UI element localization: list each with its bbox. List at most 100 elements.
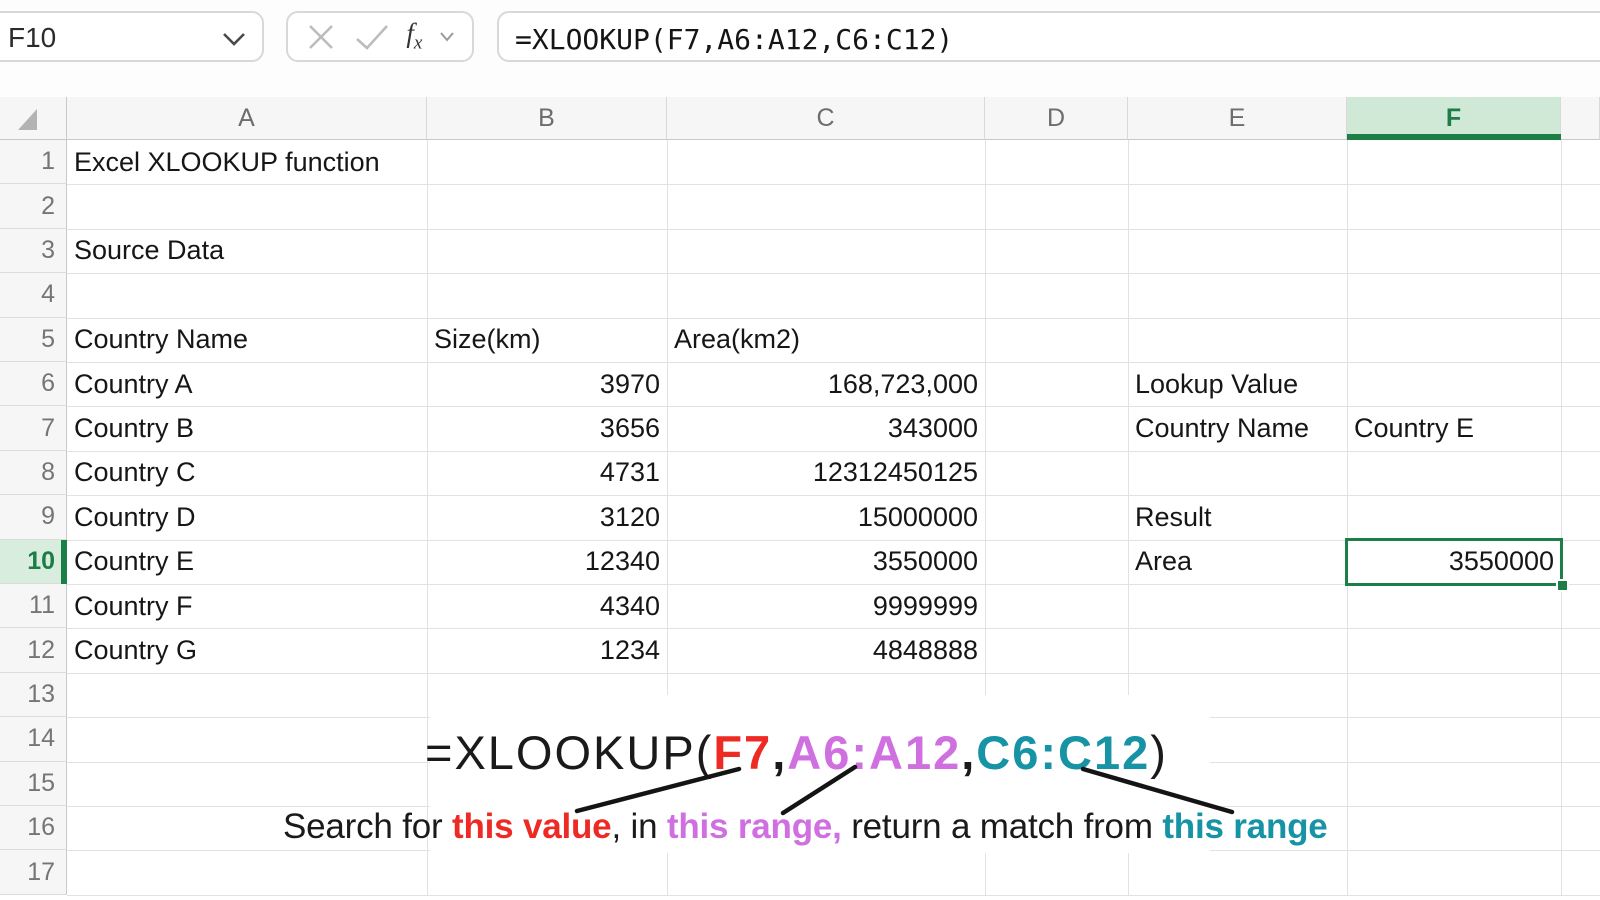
row-header-2[interactable]: 2 [0, 184, 67, 229]
cell-A5[interactable]: Country Name [74, 324, 249, 355]
column-header-D[interactable]: D [985, 97, 1128, 140]
gridline-horizontal [67, 450, 1600, 452]
gridline-vertical [667, 140, 668, 895]
formula-text: =XLOOKUP(F7,A6:A12,C6:C12) [515, 23, 954, 56]
annotation-text-part: , [772, 725, 788, 779]
gridline-horizontal [67, 584, 1600, 585]
annotation-text-part: this range [1162, 807, 1328, 846]
cell-C11[interactable]: 9999999 [872, 590, 978, 621]
row-header-3[interactable]: 3 [0, 228, 67, 274]
annotation-text-part: return a match from [841, 807, 1163, 846]
cell-B11[interactable]: 4340 [599, 590, 660, 621]
name-box-value: F10 [8, 22, 57, 53]
cancel-x-icon[interactable] [305, 21, 337, 53]
row-header-7[interactable]: 7 [0, 406, 67, 451]
column-header-B[interactable]: B [427, 97, 667, 140]
cell-A1[interactable]: Excel XLOOKUP function [74, 146, 380, 177]
selected-column-indicator [1347, 134, 1561, 140]
cell-C9[interactable]: 15000000 [857, 501, 978, 532]
chevron-down-icon[interactable] [222, 31, 246, 47]
cell-B12[interactable]: 1234 [599, 635, 660, 666]
gridline-horizontal [67, 228, 1600, 230]
gridline-horizontal [67, 362, 1600, 363]
annotation-text-part: , [961, 725, 977, 779]
cell-B9[interactable]: 3120 [599, 501, 660, 532]
row-header-4[interactable]: 4 [0, 273, 67, 318]
selected-cell-border [1345, 537, 1563, 586]
select-all-corner[interactable] [0, 97, 67, 140]
row-header-10[interactable]: 10 [0, 539, 67, 584]
formula-buttons: fx [286, 11, 474, 62]
column-header-C[interactable]: C [667, 97, 985, 140]
gridline-horizontal [67, 672, 1600, 674]
cell-B10[interactable]: 12340 [584, 546, 660, 577]
row-header-14[interactable]: 14 [0, 717, 67, 762]
annotation-text-part: , in [611, 807, 667, 846]
cell-A8[interactable]: Country C [74, 457, 196, 488]
cell-E10[interactable]: Area [1135, 546, 1193, 577]
annotation-text-part: F7 [713, 725, 773, 779]
row-header-13[interactable]: 13 [0, 672, 67, 718]
row-header-17[interactable]: 17 [0, 850, 67, 895]
column-header-A[interactable]: A [67, 97, 427, 140]
row-header-8[interactable]: 8 [0, 450, 67, 496]
row-header-1[interactable]: 1 [0, 140, 67, 185]
gridline-horizontal [67, 894, 1600, 896]
gridline-vertical [427, 140, 428, 895]
cell-A11[interactable]: Country F [74, 590, 193, 621]
formula-bar-strip: F10 fx =XLOOKUP(F7,A6:A12,C6:C12) [0, 0, 1600, 97]
gridline-horizontal [67, 495, 1600, 497]
annotation-text-part: A6:A12 [787, 725, 962, 779]
fill-handle[interactable] [1556, 579, 1569, 592]
cell-E9[interactable]: Result [1135, 501, 1212, 532]
row-header-6[interactable]: 6 [0, 362, 67, 407]
cell-C10[interactable]: 3550000 [872, 546, 978, 577]
cell-F7[interactable]: Country E [1354, 413, 1475, 444]
insert-function-fx-icon[interactable]: fx [406, 18, 423, 54]
formula-input[interactable]: =XLOOKUP(F7,A6:A12,C6:C12) [497, 11, 1600, 62]
annotation-text-part: =XLOOKUP( [425, 725, 714, 779]
column-header-F[interactable]: F [1347, 97, 1561, 140]
column-header-partial[interactable] [1561, 97, 1600, 140]
gridline-vertical [985, 140, 986, 895]
cell-C6[interactable]: 168,723,000 [827, 368, 978, 399]
row-header-5[interactable]: 5 [0, 317, 67, 362]
cell-A7[interactable]: Country B [74, 413, 195, 444]
annotation-text-part: this range, [666, 807, 842, 846]
cell-B6[interactable]: 3970 [599, 368, 660, 399]
selected-row-indicator [61, 539, 67, 584]
annotation-text-part: this value [452, 807, 612, 846]
checkmark-icon[interactable] [354, 22, 390, 52]
cell-A12[interactable]: Country G [74, 635, 198, 666]
cell-F10[interactable]: 3550000 [1448, 546, 1554, 577]
annotation-text-part: Search for [283, 807, 452, 846]
select-all-triangle-icon [18, 109, 37, 130]
cell-B8[interactable]: 4731 [599, 457, 660, 488]
row-header-16[interactable]: 16 [0, 806, 67, 851]
cell-A9[interactable]: Country D [74, 501, 196, 532]
cell-E7[interactable]: Country Name [1135, 413, 1310, 444]
cell-B5[interactable]: Size(km) [434, 324, 541, 355]
cell-C8[interactable]: 12312450125 [812, 457, 978, 488]
cell-C12[interactable]: 4848888 [872, 635, 978, 666]
row-header-9[interactable]: 9 [0, 495, 67, 540]
column-header-E[interactable]: E [1128, 97, 1347, 140]
cell-B7[interactable]: 3656 [599, 413, 660, 444]
row-header-12[interactable]: 12 [0, 628, 67, 673]
annotation-formula: =XLOOKUP(F7, A6:A12, C6:C12) [425, 722, 1168, 782]
cell-A6[interactable]: Country A [74, 368, 193, 399]
gridline-vertical [1347, 140, 1348, 895]
cell-A10[interactable]: Country E [74, 546, 195, 577]
row-header-15[interactable]: 15 [0, 761, 67, 806]
annotation-text-part: ) [1150, 725, 1168, 779]
cell-C5[interactable]: Area(km2) [674, 324, 801, 355]
row-header-11[interactable]: 11 [0, 584, 67, 629]
annotation-caption: Search for this value, in this range, re… [283, 804, 1328, 850]
chevron-down-small-icon[interactable] [439, 31, 455, 42]
cell-A3[interactable]: Source Data [74, 235, 225, 266]
cell-C7[interactable]: 343000 [887, 413, 978, 444]
name-box[interactable]: F10 [0, 11, 264, 62]
cell-E6[interactable]: Lookup Value [1135, 368, 1299, 399]
annotation-text-part: C6:C12 [976, 725, 1151, 779]
